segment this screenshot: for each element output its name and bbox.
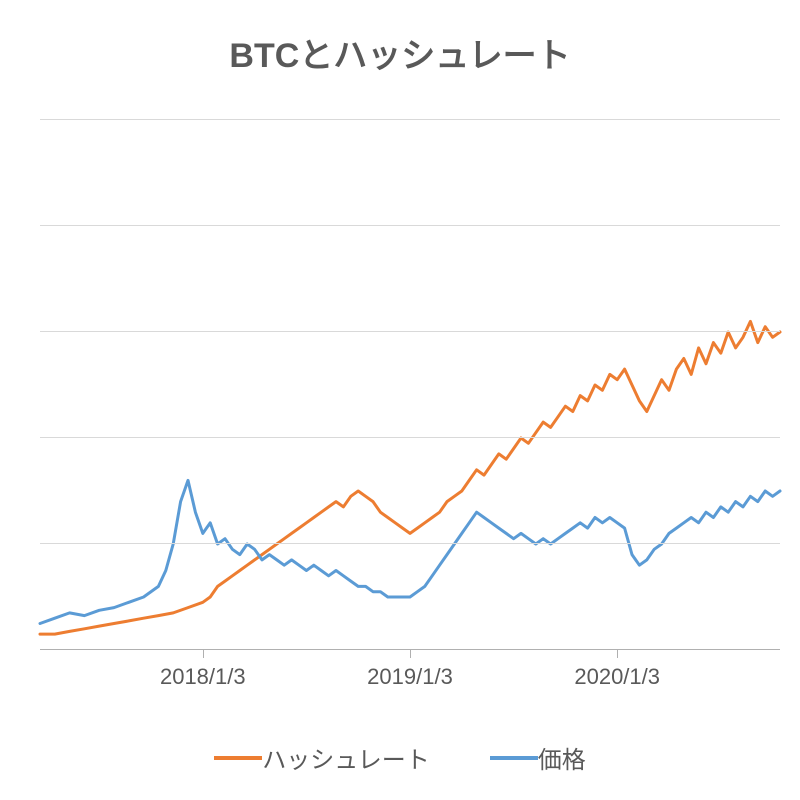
legend-label: 価格: [538, 740, 586, 775]
x-tick-label: 2019/1/3: [367, 664, 453, 690]
x-tick-mark: [617, 650, 618, 658]
y-gridline: [40, 331, 780, 332]
y-gridline: [40, 225, 780, 226]
legend-label: ハッシュレート: [262, 740, 430, 775]
y-gridline: [40, 119, 780, 120]
legend-swatch: [214, 756, 262, 760]
y-gridline: [40, 437, 780, 438]
x-tick-mark: [410, 650, 411, 658]
legend-item: ハッシュレート: [214, 740, 430, 775]
chart-lines-svg: [40, 120, 780, 650]
chart-title: BTCとハッシュレート: [0, 28, 800, 77]
legend-swatch: [490, 756, 538, 760]
plot-area: 2018/1/32019/1/32020/1/3: [40, 120, 780, 650]
chart-container: BTCとハッシュレート 2018/1/32019/1/32020/1/3 ハッシ…: [0, 0, 800, 800]
x-tick-mark: [203, 650, 204, 658]
series-line: [40, 480, 780, 623]
x-tick-label: 2020/1/3: [574, 664, 660, 690]
x-tick-label: 2018/1/3: [160, 664, 246, 690]
legend-item: 価格: [490, 740, 586, 775]
legend: ハッシュレート 価格: [0, 740, 800, 775]
series-line: [40, 321, 780, 634]
y-gridline: [40, 543, 780, 544]
